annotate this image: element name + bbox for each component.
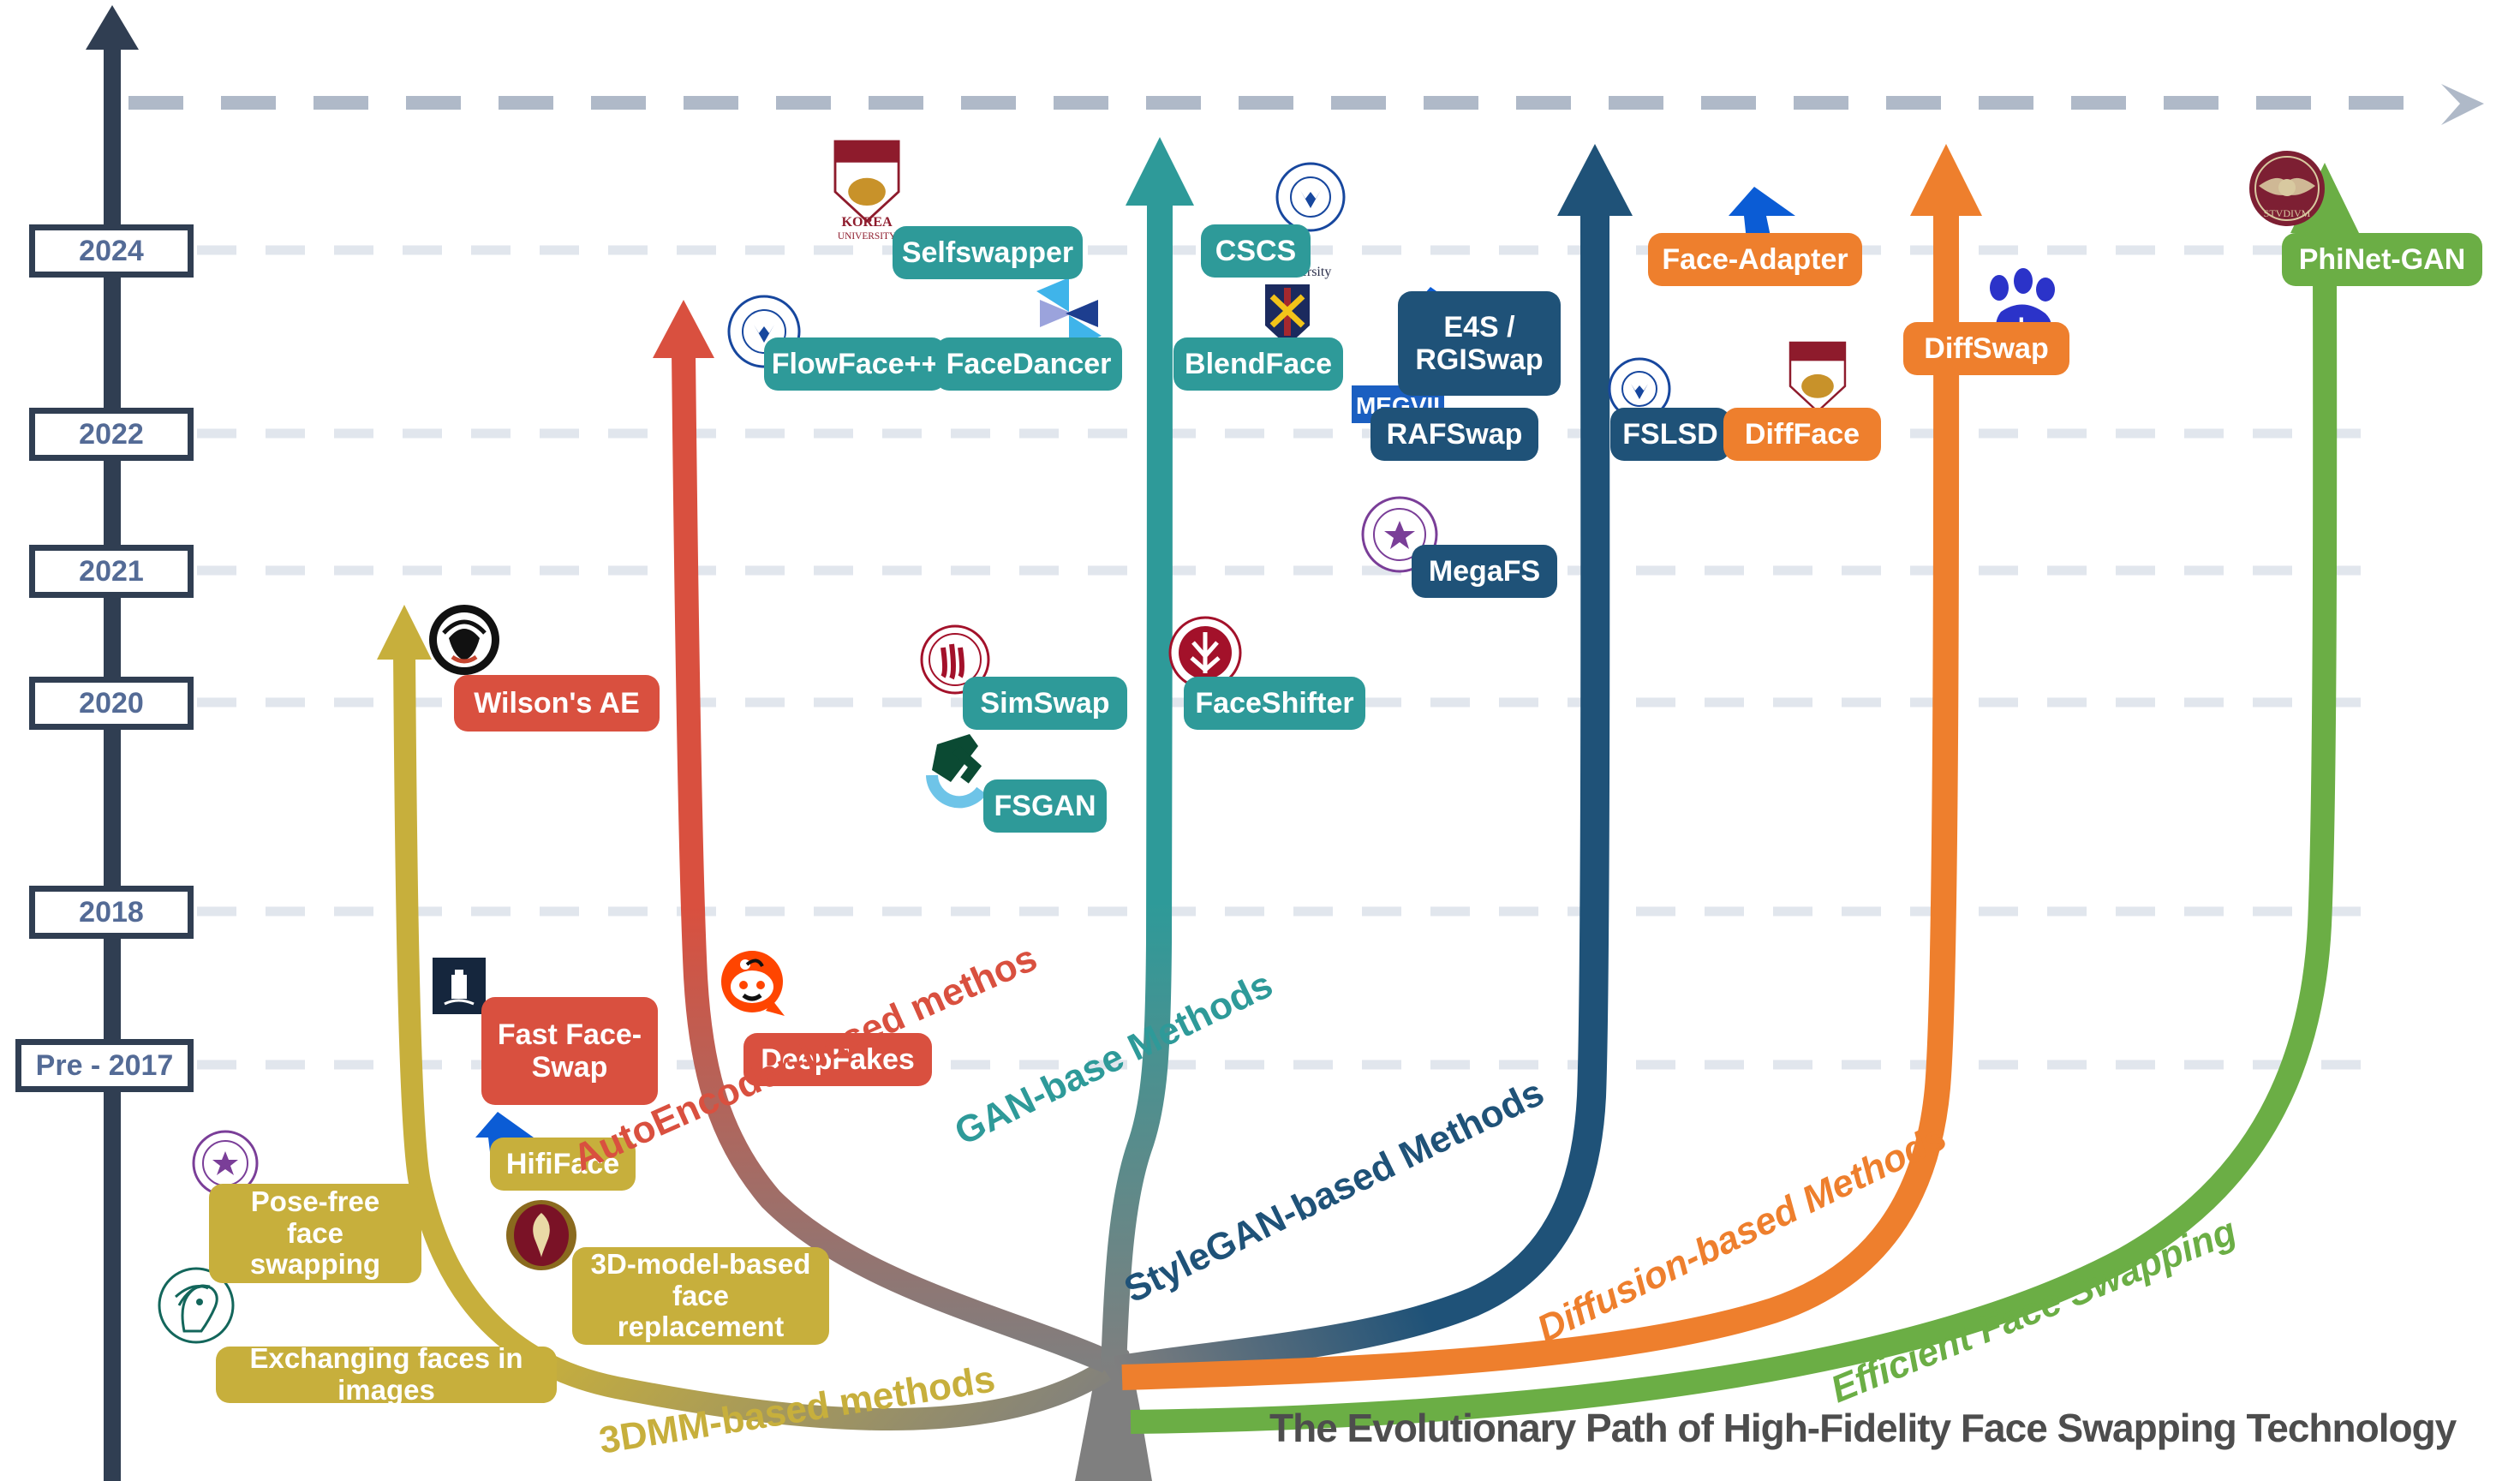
node-label: 3D-model-based face replacement (590, 1247, 811, 1343)
page-title: The Evolutionary Path of High-Fidelity F… (1269, 1405, 2457, 1451)
sapienza-university-logo: STVDIVM (2249, 151, 2325, 226)
node-fast-face-swap[interactable]: Fast Face- Swap (481, 997, 658, 1105)
national-taiwan-university-logo (506, 1200, 576, 1270)
peking-university-logo (1168, 616, 1242, 690)
tencent-logo (1729, 187, 1795, 248)
node-face-adapter[interactable]: Face-Adapter (1648, 233, 1862, 286)
node-3d-model-based-face-replacement[interactable]: 3D-model-based face replacement (572, 1247, 829, 1345)
renmin-university-logo (920, 624, 990, 695)
year-marker-2020: 2020 (29, 677, 194, 730)
year-label: 2020 (79, 686, 144, 720)
node-facedancer[interactable]: FaceDancer (935, 337, 1122, 391)
node-label: RAFSwap (1386, 417, 1523, 451)
node-label: FaceDancer (946, 347, 1112, 380)
year-label: 2021 (79, 554, 144, 588)
node-simswap[interactable]: SimSwap (963, 677, 1127, 730)
node-label: BlendFace (1185, 347, 1332, 380)
node-wilsons-ae[interactable]: Wilson's AE (454, 675, 660, 732)
year-label: 2022 (79, 417, 144, 451)
node-selfswapper[interactable]: Selfswapper (893, 226, 1083, 279)
node-fsgan[interactable]: FSGAN (983, 779, 1107, 833)
node-e4s-rgiswap[interactable]: E4S / RGISwap (1398, 291, 1561, 396)
branch-efficient (1130, 229, 2338, 1434)
deepfakes-lab-logo (429, 605, 499, 675)
year-marker-2018: 2018 (29, 886, 194, 939)
node-label: SimSwap (980, 686, 1110, 720)
node-label: DiffSwap (1924, 331, 2049, 365)
year-marker-2021: 2021 (29, 545, 194, 598)
node-label: Wilson's AE (474, 686, 640, 720)
node-label: FlowFace++ (771, 347, 939, 380)
node-label: Exchanging faces in images (249, 1342, 523, 1406)
node-label: Fast Face- Swap (497, 1018, 642, 1084)
zhejiang-university-logo (1275, 162, 1346, 232)
node-label: E4S / RGISwap (1415, 310, 1544, 376)
node-diffface[interactable]: DiffFace (1723, 408, 1881, 461)
node-blendface[interactable]: BlendFace (1173, 337, 1343, 391)
node-deepfakes[interactable]: DeepFakes (743, 1033, 932, 1086)
node-exchanging-faces-in-images[interactable]: Exchanging faces in images (216, 1342, 557, 1406)
page-title-text: The Evolutionary Path of High-Fidelity F… (1269, 1406, 2457, 1450)
branch-autoencoder (672, 350, 1113, 1373)
node-fslsd[interactable]: FSLSD (1610, 408, 1730, 461)
open-university-israel-logo (926, 734, 987, 809)
node-label: Selfswapper (901, 236, 1074, 269)
year-marker-2024: 2024 (29, 224, 194, 278)
reddit-logo (721, 951, 785, 1016)
node-flowfacepp[interactable]: FlowFace++ (764, 337, 946, 391)
node-label: CSCS (1215, 234, 1297, 267)
branch-gan (1101, 196, 1173, 1371)
branch-diffusion-arrow (1910, 144, 1982, 216)
branch-gan-arrow (1126, 137, 1194, 206)
node-label: FaceShifter (1195, 686, 1354, 720)
node-cscs[interactable]: CSCS (1201, 224, 1311, 278)
university-of-nottingham-logo (433, 958, 486, 1014)
svg-text:KOREA: KOREA (841, 215, 893, 230)
node-label: FSGAN (994, 789, 1096, 822)
zhejiang-university-logo (1608, 357, 1671, 421)
svg-text:UNIVERSITY: UNIVERSITY (838, 231, 896, 242)
branch-3dmm (393, 650, 1112, 1431)
node-label: Pose-free face swapping (249, 1185, 381, 1281)
year-label: 2024 (79, 234, 144, 267)
year-label: Pre - 2017 (35, 1048, 174, 1082)
year-marker-2022: 2022 (29, 408, 194, 461)
node-label: MegaFS (1428, 554, 1541, 588)
node-pose-free-face-swapping[interactable]: Pose-free face swapping (209, 1184, 421, 1283)
node-phinet-gan[interactable]: PhiNet-GAN (2282, 233, 2482, 286)
node-label: HifiFace (505, 1147, 620, 1180)
node-megafs[interactable]: MegaFS (1412, 545, 1557, 598)
branch-diffusion (1121, 212, 1960, 1390)
node-hififace[interactable]: HifiFace (490, 1138, 636, 1191)
node-label: DiffFace (1744, 417, 1860, 451)
korea-university-logo: KOREA UNIVERSITY (833, 140, 900, 242)
node-label: Face-Adapter (1662, 242, 1848, 276)
svg-text:STVDIVM: STVDIVM (2264, 207, 2311, 219)
max-planck-logo (158, 1267, 235, 1344)
node-faceshifter[interactable]: FaceShifter (1184, 677, 1365, 730)
top-axis-line (128, 84, 2484, 125)
node-diffswap[interactable]: DiffSwap (1903, 322, 2069, 375)
node-label: PhiNet-GAN (2298, 242, 2466, 276)
node-rafswap[interactable]: RAFSwap (1370, 408, 1538, 461)
node-label: DeepFakes (761, 1042, 915, 1076)
branch-3dmm-arrow (377, 605, 432, 660)
branch-autoencoder-arrow (653, 300, 714, 358)
year-marker-pre-2017: Pre - 2017 (15, 1039, 194, 1092)
node-label: FSLSD (1622, 417, 1718, 451)
branch-stylegan (1114, 212, 1610, 1385)
year-label: 2018 (79, 895, 144, 929)
branch-stylegan-arrow (1557, 144, 1633, 216)
